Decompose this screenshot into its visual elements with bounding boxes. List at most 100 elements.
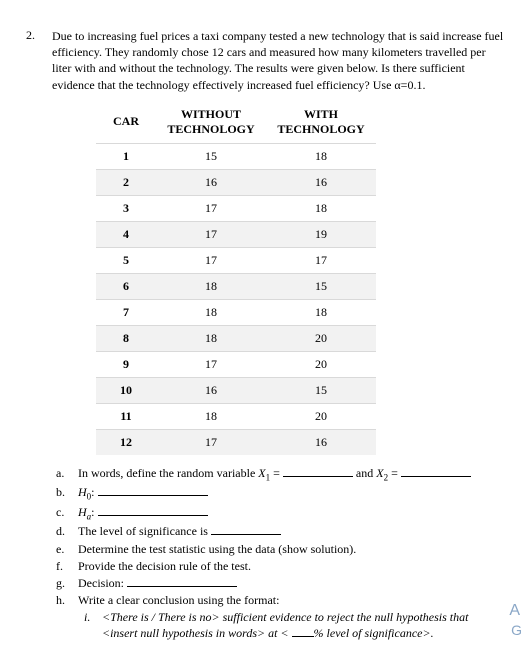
part-d-text: The level of significance is xyxy=(78,524,211,538)
part-letter: f. xyxy=(56,558,78,574)
part-b: b. H0: xyxy=(56,484,504,503)
cell-car: 4 xyxy=(96,221,156,247)
hi-seg2: % level of significance>. xyxy=(314,626,434,640)
question-number: 2. xyxy=(26,28,52,93)
page: 2. Due to increasing fuel prices a taxi … xyxy=(0,0,522,652)
cell-without: 18 xyxy=(156,273,266,299)
part-letter: a. xyxy=(56,465,78,484)
part-f: f. Provide the decision rule of the test… xyxy=(56,558,504,574)
table-header-row: CAR WITHOUT TECHNOLOGY WITH TECHNOLOGY xyxy=(96,103,376,144)
part-letter: d. xyxy=(56,523,78,539)
table-row: 21616 xyxy=(96,169,376,195)
part-letter: h. xyxy=(56,592,78,608)
part-g-text: Decision: xyxy=(78,576,127,590)
table-row: 111820 xyxy=(96,403,376,429)
cell-without: 18 xyxy=(156,325,266,351)
blank-x2 xyxy=(401,465,471,476)
cell-without: 17 xyxy=(156,351,266,377)
cell-with: 15 xyxy=(266,273,376,299)
cell-car: 12 xyxy=(96,429,156,455)
cell-car: 11 xyxy=(96,403,156,429)
mid-and: and xyxy=(353,466,376,480)
eq1: = xyxy=(270,466,283,480)
table-row: 121716 xyxy=(96,429,376,455)
question-text: Due to increasing fuel prices a taxi com… xyxy=(52,28,504,93)
cell-with: 15 xyxy=(266,377,376,403)
table-row: 61815 xyxy=(96,273,376,299)
cell-with: 19 xyxy=(266,221,376,247)
cell-with: 18 xyxy=(266,143,376,169)
table-row: 41719 xyxy=(96,221,376,247)
table-row: 51717 xyxy=(96,247,376,273)
part-c: c. Ha: xyxy=(56,504,504,523)
part-e: e. Determine the test statistic using th… xyxy=(56,541,504,557)
blank-h0 xyxy=(98,485,208,496)
part-body: Determine the test statistic using the d… xyxy=(78,541,504,557)
table-row: 71818 xyxy=(96,299,376,325)
cell-without: 16 xyxy=(156,169,266,195)
cell-car: 10 xyxy=(96,377,156,403)
cell-without: 18 xyxy=(156,403,266,429)
header-with: WITH TECHNOLOGY xyxy=(266,103,376,144)
var-x2: X xyxy=(376,466,383,480)
table-body: 11518 21616 31718 41719 51717 61815 7181… xyxy=(96,143,376,455)
h0-h: H xyxy=(78,485,87,499)
blank-pct xyxy=(292,626,314,637)
part-body: In words, define the random variable X1 … xyxy=(78,465,504,484)
part-h: h. Write a clear conclusion using the fo… xyxy=(56,592,504,608)
ha-h: H xyxy=(78,505,87,519)
sub-text: <There is / There is no> sufficient evid… xyxy=(102,609,504,641)
data-table-wrap: CAR WITHOUT TECHNOLOGY WITH TECHNOLOGY 1… xyxy=(96,103,504,455)
cell-with: 16 xyxy=(266,169,376,195)
part-body: Decision: xyxy=(78,575,504,591)
part-a: a. In words, define the random variable … xyxy=(56,465,504,484)
header-car: CAR xyxy=(96,103,156,144)
blank-sig xyxy=(211,524,281,535)
part-body: Write a clear conclusion using the forma… xyxy=(78,592,504,608)
var-x1: X xyxy=(258,466,265,480)
cell-with: 20 xyxy=(266,351,376,377)
cell-car: 9 xyxy=(96,351,156,377)
part-h-sub-i: i. <There is / There is no> sufficient e… xyxy=(84,609,504,641)
table-row: 11518 xyxy=(96,143,376,169)
part-letter: c. xyxy=(56,504,78,523)
part-body: The level of significance is xyxy=(78,523,504,539)
cell-car: 8 xyxy=(96,325,156,351)
blank-x1 xyxy=(283,465,353,476)
cell-without: 18 xyxy=(156,299,266,325)
table-row: 91720 xyxy=(96,351,376,377)
cell-without: 17 xyxy=(156,221,266,247)
part-body: Ha: xyxy=(78,504,504,523)
blank-ha xyxy=(98,504,208,515)
edge-letter-g: G xyxy=(511,622,522,638)
cell-without: 15 xyxy=(156,143,266,169)
blank-decision xyxy=(127,576,237,587)
part-body: Provide the decision rule of the test. xyxy=(78,558,504,574)
eq2: = xyxy=(388,466,401,480)
table-row: 31718 xyxy=(96,195,376,221)
part-letter: g. xyxy=(56,575,78,591)
edge-letter-a: A xyxy=(509,602,520,620)
header-without: WITHOUT TECHNOLOGY xyxy=(156,103,266,144)
part-d: d. The level of significance is xyxy=(56,523,504,539)
cell-with: 18 xyxy=(266,299,376,325)
part-letter: b. xyxy=(56,484,78,503)
part-body: H0: xyxy=(78,484,504,503)
cell-car: 6 xyxy=(96,273,156,299)
cell-car: 7 xyxy=(96,299,156,325)
part-letter: e. xyxy=(56,541,78,557)
sub-num: i. xyxy=(84,609,102,641)
cell-with: 20 xyxy=(266,325,376,351)
cell-without: 16 xyxy=(156,377,266,403)
cell-with: 18 xyxy=(266,195,376,221)
part-a-pre: In words, define the random variable xyxy=(78,466,258,480)
parts-list: a. In words, define the random variable … xyxy=(56,465,504,642)
table-row: 101615 xyxy=(96,377,376,403)
data-table: CAR WITHOUT TECHNOLOGY WITH TECHNOLOGY 1… xyxy=(96,103,376,455)
cell-with: 16 xyxy=(266,429,376,455)
cell-with: 17 xyxy=(266,247,376,273)
cell-car: 3 xyxy=(96,195,156,221)
cell-with: 20 xyxy=(266,403,376,429)
cell-without: 17 xyxy=(156,247,266,273)
part-g: g. Decision: xyxy=(56,575,504,591)
